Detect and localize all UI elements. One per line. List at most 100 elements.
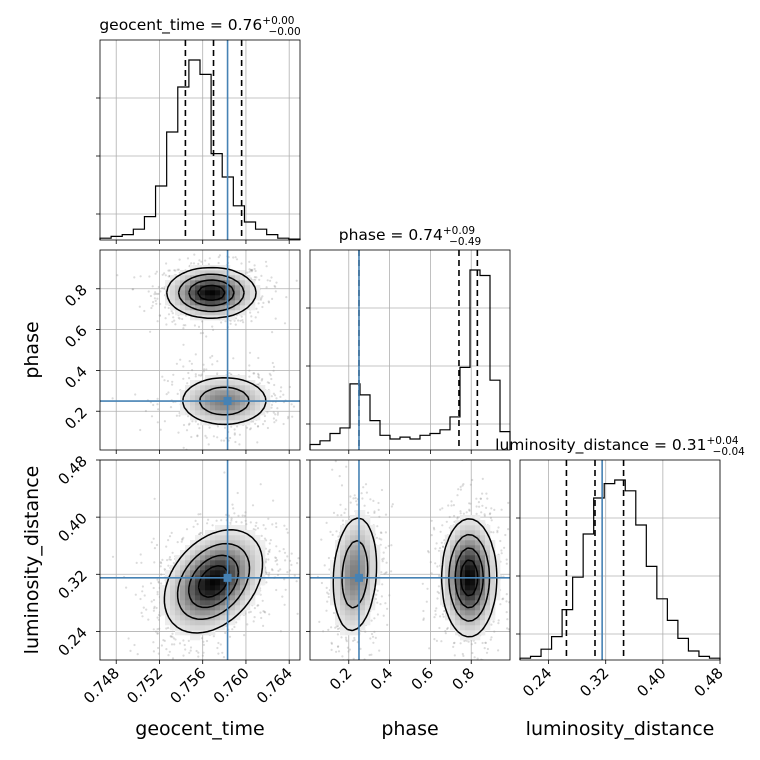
- density-cell: [245, 595, 251, 601]
- density-cell: [220, 410, 226, 416]
- sample-point: [272, 411, 275, 414]
- density-cell: [200, 610, 206, 616]
- sample-point: [131, 288, 134, 291]
- sample-point: [165, 545, 168, 548]
- sample-point: [260, 274, 263, 277]
- density-cell: [250, 590, 256, 596]
- sample-point: [376, 601, 379, 604]
- sample-point: [330, 642, 333, 645]
- sample-point: [490, 636, 493, 639]
- sample-point: [169, 635, 172, 638]
- density-cell: [195, 600, 201, 606]
- density-cell: [250, 585, 256, 591]
- density-cell: [200, 410, 206, 416]
- density-cell: [210, 400, 216, 406]
- sample-point: [233, 625, 236, 629]
- sample-point: [437, 585, 440, 588]
- sample-point: [172, 316, 175, 319]
- sample-point: [264, 260, 268, 263]
- sample-point: [272, 365, 276, 368]
- contour-level: [163, 529, 264, 634]
- sample-point: [453, 641, 456, 644]
- sample-point: [295, 279, 298, 282]
- sample-point: [182, 654, 185, 657]
- sample-point: [178, 642, 182, 645]
- sample-point: [182, 324, 185, 327]
- density-cell: [250, 600, 256, 606]
- density-cell: [240, 605, 246, 611]
- density-cell: [175, 285, 181, 291]
- density-cell: [250, 395, 256, 401]
- sample-point: [204, 434, 207, 437]
- sample-point: [490, 623, 493, 626]
- density-cell: [255, 400, 261, 406]
- sample-point: [198, 259, 201, 262]
- sample-point: [452, 504, 455, 507]
- sample-point: [212, 435, 215, 438]
- sample-point: [305, 405, 307, 407]
- sample-point: [170, 643, 174, 646]
- sample-point: [296, 612, 299, 615]
- sample-point: [208, 426, 211, 429]
- sample-point: [462, 483, 465, 486]
- sample-point: [375, 593, 378, 596]
- density-cell: [210, 580, 216, 586]
- density-cell: [190, 600, 196, 606]
- density-cell: [170, 285, 176, 291]
- sample-point: [248, 268, 251, 271]
- density-cell: [230, 585, 236, 591]
- density-cell: [235, 580, 241, 586]
- sample-point: [363, 504, 366, 507]
- density-cell: [185, 585, 191, 591]
- density-cell: [170, 280, 176, 286]
- sample-point: [275, 522, 278, 525]
- sample-point: [178, 317, 181, 320]
- sample-point: [200, 637, 204, 640]
- density-cell: [205, 550, 211, 556]
- sample-point: [468, 508, 471, 511]
- density-cell: [205, 545, 211, 551]
- density-cell: [205, 275, 211, 281]
- density-cell: [200, 305, 206, 311]
- density-cell: [215, 535, 221, 541]
- sample-point: [253, 372, 256, 375]
- density-cell: [175, 565, 181, 571]
- density-cell: [185, 565, 191, 571]
- sample-point: [258, 382, 261, 385]
- density-cell: [220, 530, 226, 536]
- sample-point: [274, 560, 277, 563]
- sample-point: [202, 370, 205, 373]
- density-cell: [215, 285, 221, 291]
- sample-point: [194, 353, 197, 356]
- sample-point: [446, 626, 449, 630]
- density-cell: [160, 610, 166, 616]
- sample-point: [197, 513, 200, 516]
- sample-point: [390, 570, 393, 573]
- sample-point: [244, 519, 247, 522]
- density-cell: [245, 565, 251, 571]
- sample-point: [264, 611, 267, 614]
- density-cell: [245, 280, 251, 286]
- sample-point: [483, 513, 486, 516]
- sample-point: [352, 639, 355, 643]
- density-cell: [250, 290, 256, 296]
- sample-point: [138, 305, 141, 308]
- density-cell: [230, 410, 236, 416]
- sample-point: [188, 377, 191, 380]
- density-cell: [190, 405, 196, 411]
- sample-point: [266, 411, 269, 414]
- sample-point: [233, 512, 236, 515]
- sample-point: [266, 279, 269, 282]
- sample-point: [485, 506, 488, 509]
- density-cell: [255, 295, 261, 301]
- sample-point: [335, 530, 338, 533]
- sample-point: [485, 492, 488, 495]
- sample-point: [156, 578, 159, 581]
- density-cell: [215, 595, 221, 601]
- sample-point: [159, 561, 162, 564]
- sample-point: [182, 536, 185, 540]
- density-cell: [165, 605, 171, 611]
- sample-point: [446, 627, 449, 631]
- density-cell: [215, 610, 221, 616]
- sample-point: [274, 394, 277, 397]
